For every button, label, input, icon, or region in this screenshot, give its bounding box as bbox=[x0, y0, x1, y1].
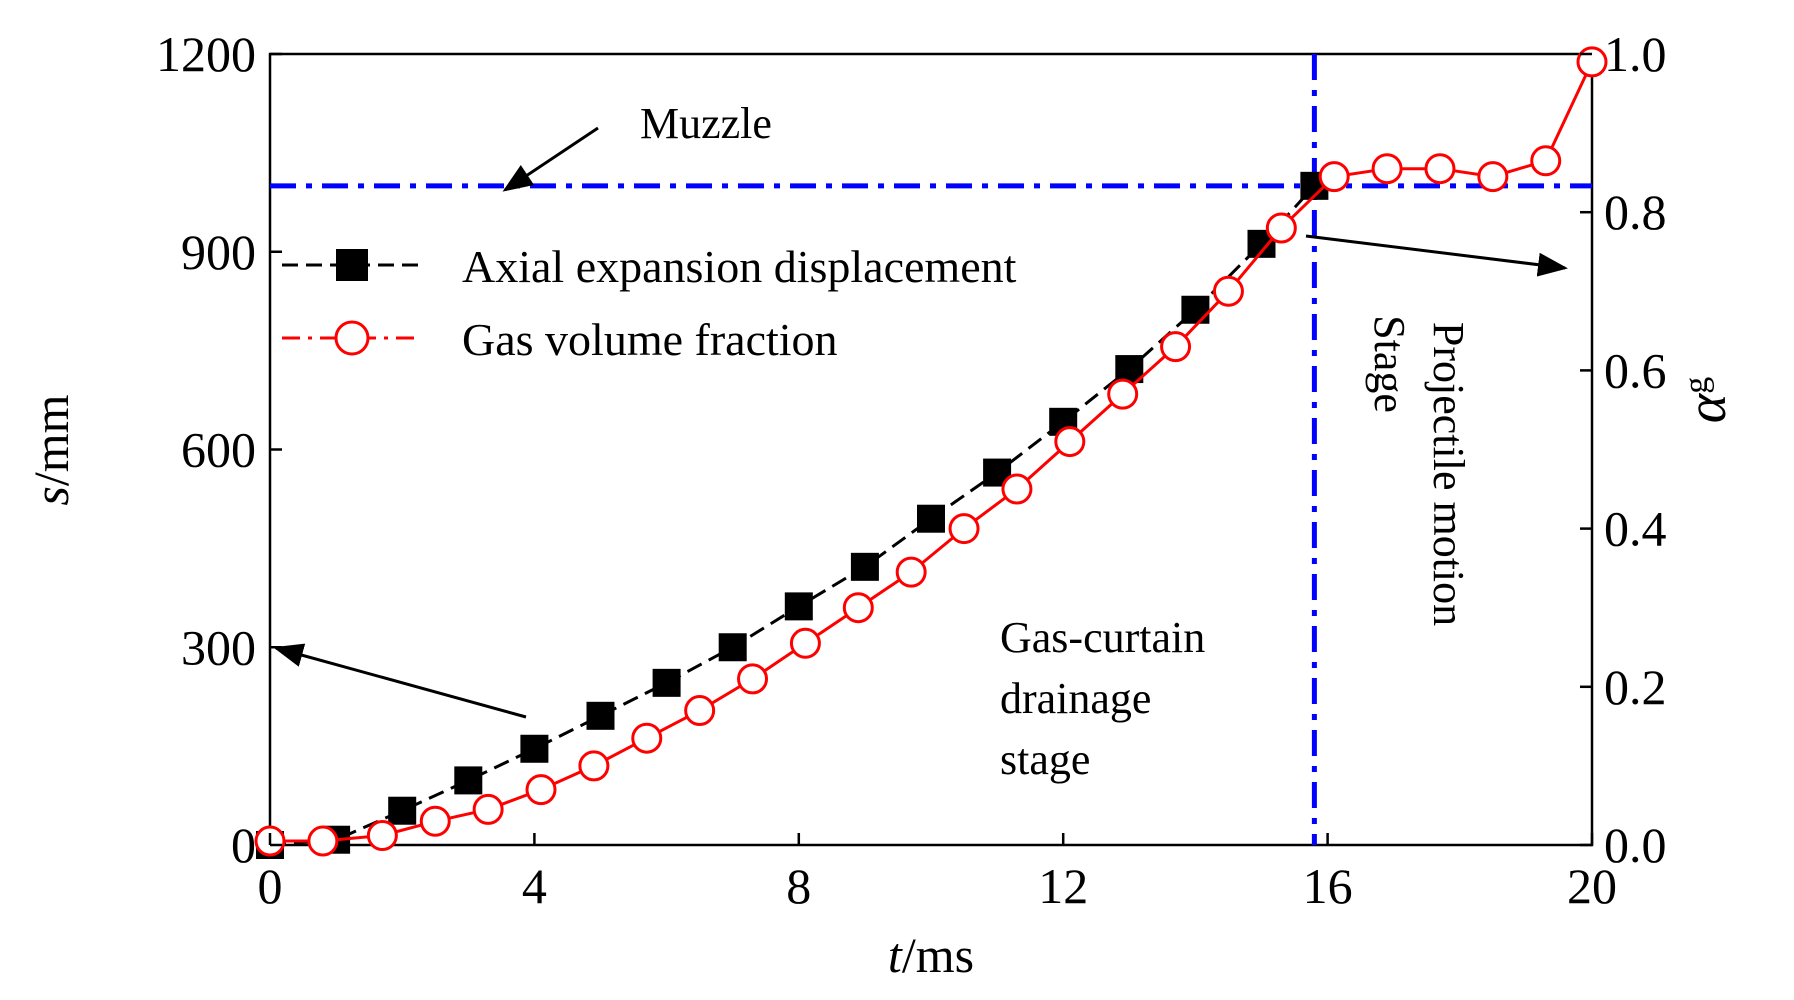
data-point-gas bbox=[737, 663, 769, 695]
y-right-tick-label: 0.2 bbox=[1604, 659, 1667, 715]
annotation-gas-curtain-line-1: Gas-curtain bbox=[1000, 613, 1205, 662]
y-left-tick-label: 1200 bbox=[156, 26, 256, 82]
data-point-gas bbox=[307, 825, 339, 857]
data-point-axial bbox=[454, 766, 483, 795]
annotation-projectile-line-1: Projectile motion bbox=[1424, 322, 1473, 626]
data-point-gas bbox=[1054, 426, 1086, 458]
y-left-tick-label: 0 bbox=[231, 817, 256, 873]
data-point-gas bbox=[1160, 331, 1192, 363]
data-point-axial bbox=[850, 552, 879, 581]
data-point-gas bbox=[684, 695, 716, 727]
annotation-muzzle: Muzzle bbox=[640, 99, 772, 148]
data-point-axial bbox=[652, 668, 681, 697]
data-point-axial bbox=[388, 796, 417, 825]
data-point-gas bbox=[895, 556, 927, 588]
data-point-gas bbox=[1001, 473, 1033, 505]
data-point-gas bbox=[525, 774, 557, 806]
y-right-tick-label: 0.8 bbox=[1604, 184, 1667, 240]
axis-ticks: 0 4 8 12 16 20 0 300 600 900 1200 0.0 0.2 0.4 0.6 0.8 1.… bbox=[156, 26, 1667, 914]
legend-marker-circle bbox=[334, 320, 370, 356]
legend-label-gas: Gas volume fraction bbox=[462, 314, 838, 365]
y-left-tick-label: 900 bbox=[181, 224, 256, 280]
y-right-tick-label: 0.0 bbox=[1604, 817, 1667, 873]
data-point-gas bbox=[842, 592, 874, 624]
x-tick-label: 0 bbox=[258, 858, 283, 914]
annotation-gas-curtain-line-2: drainage bbox=[1000, 674, 1151, 723]
data-point-axial bbox=[586, 701, 615, 730]
data-point-gas bbox=[366, 820, 398, 852]
annotation-gas-curtain: Gas-curtain drainage stage bbox=[1000, 613, 1216, 784]
x-tick-label: 12 bbox=[1038, 858, 1088, 914]
data-point-gas bbox=[578, 750, 610, 782]
y-right-tick-label: 0.6 bbox=[1604, 342, 1667, 398]
series-gas-volume-fraction bbox=[254, 46, 1608, 857]
data-point-gas bbox=[1530, 145, 1562, 177]
annotation-gas-curtain-line-3: stage bbox=[1000, 735, 1090, 784]
arrow-right-axis bbox=[1305, 234, 1568, 277]
annotation-projectile-line-2: Stage bbox=[1365, 315, 1414, 413]
data-point-axial bbox=[1181, 295, 1210, 324]
data-point-gas bbox=[789, 627, 821, 659]
x-tick-label: 20 bbox=[1567, 858, 1617, 914]
y-left-tick-label: 600 bbox=[181, 422, 256, 478]
x-tick-label: 4 bbox=[522, 858, 547, 914]
y-axis-title-right: αg bbox=[1676, 377, 1738, 423]
data-point-gas bbox=[948, 513, 980, 545]
data-point-gas bbox=[419, 805, 451, 837]
x-axis-title: t/ms bbox=[888, 927, 974, 983]
data-point-gas bbox=[1424, 153, 1456, 185]
x-tick-label: 8 bbox=[786, 858, 811, 914]
legend-marker-square bbox=[336, 249, 368, 281]
y-right-tick-label: 0.4 bbox=[1604, 501, 1667, 557]
data-point-gas bbox=[1477, 161, 1509, 193]
legend-label-axial: Axial expansion displacement bbox=[462, 241, 1017, 292]
data-point-axial bbox=[718, 633, 747, 662]
y-axis-title-left: s/mm bbox=[23, 394, 79, 505]
data-point-axial bbox=[520, 734, 549, 763]
annotation-projectile: Projectile motion Stage bbox=[1365, 315, 1473, 626]
data-point-gas bbox=[631, 722, 663, 754]
data-point-gas bbox=[1265, 212, 1297, 244]
reference-lines bbox=[270, 54, 1592, 845]
data-point-axial bbox=[784, 592, 813, 621]
y-right-tick-label: 1.0 bbox=[1604, 26, 1667, 82]
data-point-gas bbox=[1371, 153, 1403, 185]
data-point-axial bbox=[917, 504, 945, 533]
x-tick-label: 16 bbox=[1303, 858, 1353, 914]
arrow-muzzle bbox=[502, 126, 599, 192]
data-point-gas bbox=[1212, 275, 1244, 307]
y-left-tick-label: 300 bbox=[181, 619, 256, 675]
data-point-gas bbox=[1107, 378, 1139, 410]
data-point-gas bbox=[472, 793, 504, 825]
data-point-gas bbox=[1318, 161, 1350, 193]
data-point-gas bbox=[1576, 46, 1608, 78]
legend: Axial expansion displacement Gas volume … bbox=[282, 241, 1017, 365]
arrow-left-axis bbox=[273, 643, 527, 719]
